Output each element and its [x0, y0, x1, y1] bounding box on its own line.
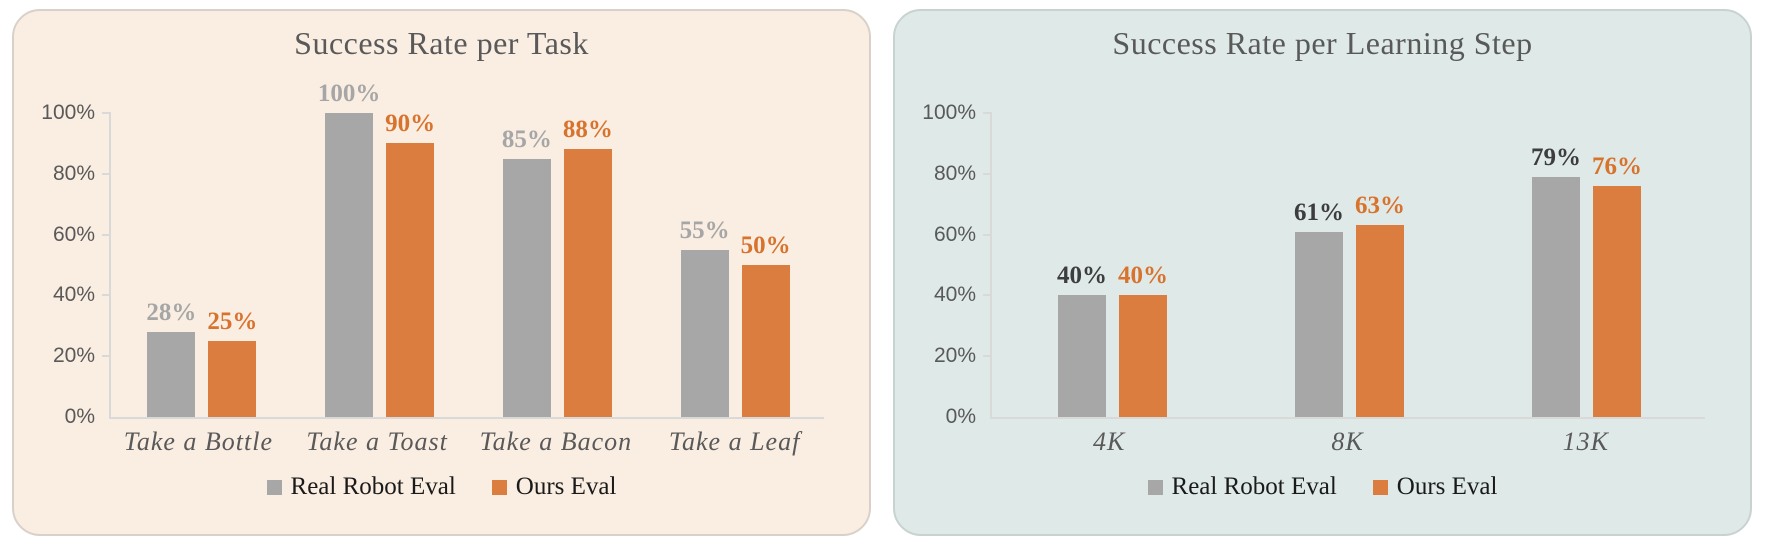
legend: Real Robot Eval Ours Eval — [895, 473, 1750, 501]
legend-label: Ours Eval — [1396, 473, 1498, 500]
category-axis: Take a Bottle Take a Toast Take a Bacon Tak… — [109, 427, 824, 457]
legend-item-real-robot-eval: Real Robot Eval — [1147, 473, 1337, 501]
legend-marker-real-robot-eval — [1147, 479, 1163, 495]
category-label-13k: 13K — [1562, 427, 1609, 456]
chart-area: 28% 25% 100% 90% 85% 88% 55% 50% 0% 20% 40% 60% 80%… — [41, 80, 824, 428]
bar-group-13k: 79% 76% — [1468, 113, 1705, 417]
legend-marker-ours-eval — [1372, 479, 1388, 495]
y-axis-tick — [102, 172, 111, 175]
y-axis-label: 60% — [52, 222, 95, 246]
y-axis-label: 0% — [64, 405, 95, 428]
bar-real-robot-eval: 28% — [146, 299, 196, 417]
y-axis-tick — [102, 112, 111, 114]
y-axis-tick — [983, 355, 992, 358]
bar-groups: 28% 25% 100% 90% 85% 88% 55% 50% — [113, 80, 824, 417]
chart-area: 40% 40% 61% 63% 79% 76% 0% 20% 40% 60% 80% 100% — [922, 101, 1705, 428]
y-axis-label: 20% — [52, 344, 95, 368]
y-axis-label: 60% — [933, 222, 976, 246]
bar-value-label: 76% — [1592, 152, 1642, 180]
y-axis-label: 0% — [945, 405, 976, 428]
bar-value-label: 61% — [1294, 198, 1344, 226]
bar-value-label: 85% — [501, 125, 552, 153]
y-axis-label: 40% — [933, 283, 976, 307]
bar-value-label: 40% — [1118, 262, 1168, 290]
bar-value-label: 79% — [1531, 143, 1581, 171]
category-label-take-a-bottle: Take a Bottle — [123, 427, 273, 456]
bar-group-take-a-bottle: 28% 25% — [113, 113, 291, 417]
bar-real-robot-eval: 85% — [502, 126, 552, 417]
bar-group-4k: 40% 40% — [994, 113, 1231, 417]
bar-ours-eval: 88% — [563, 116, 613, 417]
bar-value-label: 40% — [1057, 262, 1107, 290]
bar-group-take-a-toast: 100% 90% — [291, 80, 469, 417]
legend-marker-real-robot-eval — [266, 479, 282, 495]
bar-value-label: 100% — [317, 80, 381, 107]
category-label-4k: 4K — [1092, 427, 1126, 456]
chart-panel-success-rate-per-task: Success Rate per Task 28% 25% 100% 90% 85% 88… — [12, 9, 871, 536]
category-label-take-a-toast: Take a Toast — [306, 427, 448, 456]
bar-value-label: 28% — [146, 298, 197, 326]
legend-label: Real Robot Eval — [1171, 473, 1337, 500]
bar-ours-eval: 25% — [207, 308, 257, 417]
bar-value-label: 88% — [562, 116, 613, 144]
bar-value-label: 25% — [207, 308, 258, 335]
y-axis-label: 100% — [922, 101, 976, 124]
bar-group-take-a-leaf: 55% 50% — [646, 113, 824, 417]
y-axis-label: 40% — [52, 283, 95, 307]
legend-label: Real Robot Eval — [290, 473, 456, 500]
bar-value-label: 63% — [1355, 192, 1405, 220]
bar-real-robot-eval: 61% — [1294, 199, 1344, 417]
bar-ours-eval: 63% — [1355, 192, 1405, 417]
chart-panel-success-rate-per-learning-step: Success Rate per Learning Step 40% 40% 61%… — [893, 9, 1752, 536]
bar-value-label: 55% — [679, 216, 730, 244]
bar-real-robot-eval: 100% — [318, 80, 380, 417]
y-axis-tick — [983, 294, 992, 297]
bar-ours-eval: 50% — [741, 232, 791, 417]
y-axis-tick — [102, 355, 111, 358]
bar-ours-eval: 90% — [385, 110, 435, 417]
y-axis-label: 80% — [933, 161, 976, 185]
bar-real-robot-eval: 40% — [1057, 262, 1107, 417]
category-label-take-a-bacon: Take a Bacon — [479, 427, 633, 456]
category-label-8k: 8K — [1331, 427, 1364, 456]
chart-title: Success Rate per Learning Step — [1112, 25, 1533, 61]
legend-marker-ours-eval — [491, 479, 507, 495]
y-axis-tick — [102, 294, 111, 297]
bar-ours-eval: 40% — [1118, 262, 1168, 417]
legend-item-real-robot-eval: Real Robot Eval — [266, 473, 456, 501]
legend-item-ours-eval: Ours Eval — [1372, 473, 1498, 501]
chart-title: Success Rate per Task — [294, 25, 589, 61]
plot-area: 28% 25% 100% 90% 85% 88% 55% 50% 0% 20% 40% 60% 80%… — [41, 80, 824, 428]
y-axis-tick — [102, 233, 111, 236]
bar-groups: 40% 40% 61% 63% 79% 76% — [994, 113, 1705, 417]
bar-ours-eval: 76% — [1592, 153, 1642, 417]
legend: Real Robot Eval Ours Eval — [14, 473, 869, 501]
legend-label: Ours Eval — [515, 473, 617, 500]
bar-group-take-a-bacon: 85% 88% — [469, 113, 647, 417]
y-axis-label: 100% — [41, 101, 95, 124]
y-axis-tick — [983, 112, 992, 114]
category-label-take-a-leaf: Take a Leaf — [668, 427, 801, 456]
bar-real-robot-eval: 55% — [680, 217, 730, 417]
category-axis: 4K 8K 13K — [990, 427, 1705, 457]
bar-real-robot-eval: 79% — [1531, 144, 1581, 417]
bar-value-label: 90% — [385, 110, 436, 138]
y-axis-label: 20% — [933, 344, 976, 368]
bar-group-8k: 61% 63% — [1231, 113, 1468, 417]
plot-area: 40% 40% 61% 63% 79% 76% 0% 20% 40% 60% 80% 100% — [922, 101, 1705, 428]
y-axis-tick — [983, 233, 992, 236]
bar-value-label: 50% — [740, 232, 791, 259]
y-axis-label: 80% — [52, 161, 95, 185]
legend-item-ours-eval: Ours Eval — [491, 473, 617, 501]
y-axis-tick — [983, 172, 992, 175]
